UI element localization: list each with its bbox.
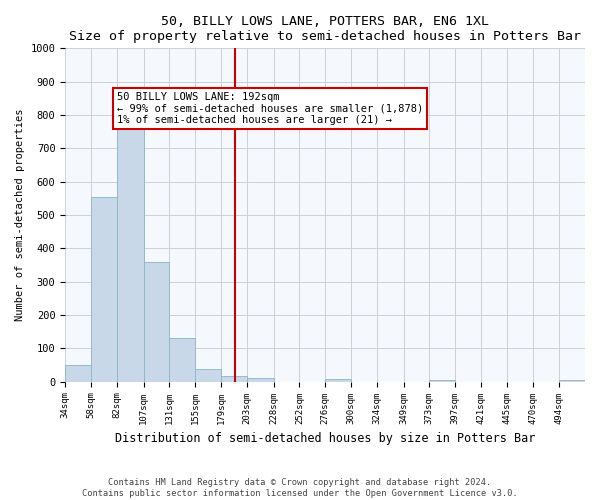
Bar (65, 365, 91, 382)
Text: 50 BILLY LOWS LANE: 192sqm
← 99% of semi-detached houses are smaller (1,878)
1% : 50 BILLY LOWS LANE: 192sqm ← 99% of semi… (117, 92, 423, 125)
Bar (247, 378, 274, 382)
Bar (91, 196, 117, 382)
Bar (169, 338, 195, 382)
X-axis label: Distribution of semi-detached houses by size in Potters Bar: Distribution of semi-detached houses by … (115, 432, 535, 445)
Y-axis label: Number of semi-detached properties: Number of semi-detached properties (15, 109, 25, 322)
Bar (117, 129, 143, 382)
Bar (325, 379, 351, 382)
Bar (429, 380, 455, 382)
Bar (221, 376, 247, 382)
Bar (143, 262, 169, 382)
Title: 50, BILLY LOWS LANE, POTTERS BAR, EN6 1XL
Size of property relative to semi-deta: 50, BILLY LOWS LANE, POTTERS BAR, EN6 1X… (69, 15, 581, 43)
Bar (195, 370, 221, 382)
Bar (559, 380, 585, 382)
Text: Contains HM Land Registry data © Crown copyright and database right 2024.
Contai: Contains HM Land Registry data © Crown c… (82, 478, 518, 498)
